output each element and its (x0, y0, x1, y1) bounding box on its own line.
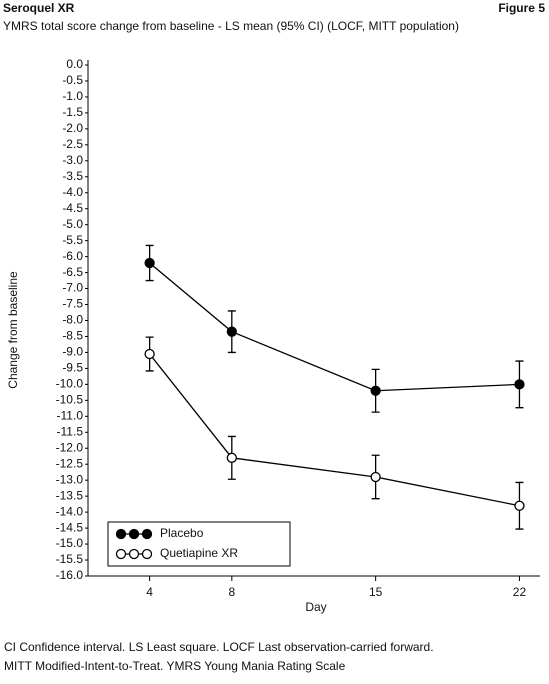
footnote: CI Confidence interval. LS Least square.… (4, 640, 434, 654)
y-tick-label: -11.5 (57, 424, 84, 438)
point (226, 326, 237, 337)
y-tick-label: -12.5 (56, 456, 84, 470)
point (370, 385, 381, 396)
y-tick-label: -12.0 (56, 440, 84, 454)
y-tick-label: -4.0 (62, 185, 83, 199)
y-tick-label: -13.0 (56, 472, 84, 486)
legend-marker (128, 528, 140, 540)
y-axis-label: Change from baseline (6, 271, 20, 389)
point (514, 379, 525, 390)
legend-marker (141, 528, 153, 540)
legend-box (107, 521, 291, 567)
point (144, 257, 155, 269)
y-tick-label: -2.5 (62, 137, 83, 151)
y-tick-label: -1.5 (62, 105, 83, 119)
legend-label: Placebo (160, 526, 204, 540)
y-tick-label: -15.5 (56, 552, 84, 566)
y-tick-label: 0.0 (66, 57, 83, 71)
point (144, 348, 155, 360)
point (226, 452, 237, 463)
y-tick-label: -6.0 (62, 249, 83, 263)
legend-marker (141, 548, 153, 560)
figure-number: Figure 5 (498, 1, 545, 15)
legend-marker (115, 548, 127, 560)
x-axis-label: Day (305, 600, 326, 614)
y-tick-label: -5.5 (62, 233, 83, 247)
y-tick-label: -9.0 (62, 345, 83, 359)
y-tick-label: -4.5 (62, 201, 83, 215)
y-tick-label: -10.0 (56, 377, 84, 391)
y-tick-label: -14.5 (56, 520, 84, 534)
series-line (149, 262, 520, 392)
y-tick-label: -7.0 (62, 281, 83, 295)
chart-title: YMRS total score change from baseline - … (3, 19, 459, 33)
y-tick-label: -5.0 (62, 217, 83, 231)
x-tick-label: 22 (513, 585, 527, 599)
y-tick-label: -16.0 (56, 568, 84, 582)
x-tick-label: 15 (369, 585, 383, 599)
y-tick-label: -9.5 (62, 361, 83, 375)
series-line (149, 353, 520, 507)
y-tick-label: -1.0 (62, 89, 83, 103)
y-tick-label: -14.0 (56, 504, 84, 518)
legend-marker (115, 528, 127, 540)
y-tick-label: -8.5 (62, 329, 83, 343)
point (514, 500, 525, 511)
y-tick-label: -8.0 (62, 313, 83, 327)
y-tick-label: -7.5 (62, 297, 83, 311)
legend-label: Quetiapine XR (160, 546, 238, 560)
y-tick-label: -3.5 (62, 169, 83, 183)
page-title: Seroquel XR (3, 1, 75, 15)
y-tick-label: -0.5 (62, 73, 83, 87)
y-tick-label: -10.5 (56, 393, 84, 407)
legend-marker (128, 548, 140, 560)
point (370, 471, 381, 483)
y-tick-label: -3.0 (62, 153, 83, 167)
x-tick-label: 8 (228, 585, 235, 599)
y-tick-label: -13.5 (56, 488, 84, 502)
y-tick-label: -11.0 (57, 408, 84, 422)
x-tick-label: 4 (146, 585, 153, 599)
y-tick-label: -6.5 (62, 265, 83, 279)
y-tick-label: -15.0 (56, 536, 84, 550)
y-tick-label: -2.0 (62, 121, 83, 135)
footnote: MITT Modified-Intent-to-Treat. YMRS Youn… (4, 659, 346, 673)
